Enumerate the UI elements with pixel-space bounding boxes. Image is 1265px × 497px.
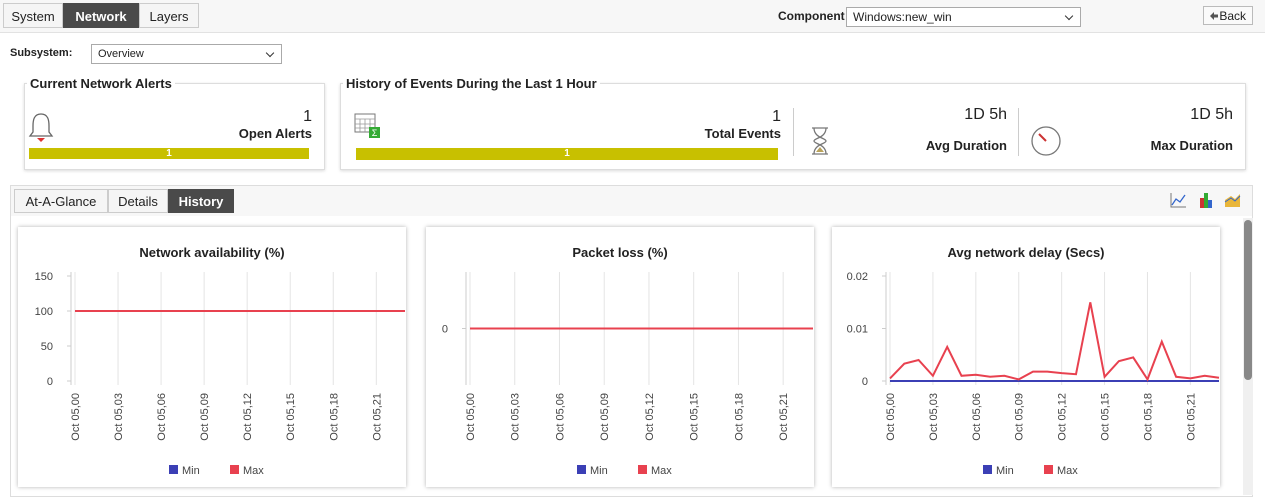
legend-label: Min <box>590 465 608 477</box>
x-tick-label: Oct 05,15 <box>1100 393 1112 441</box>
svg-text:Σ: Σ <box>372 128 378 138</box>
history-title: History of Events During the Last 1 Hour <box>343 76 600 91</box>
x-tick-label: Oct 05,09 <box>199 393 211 441</box>
chart-title: Avg network delay (Secs) <box>947 245 1104 260</box>
alerts-title: Current Network Alerts <box>27 76 175 91</box>
x-tick-label: Oct 05,09 <box>1014 393 1026 441</box>
back-icon <box>1210 12 1218 20</box>
alerts-box: Current Network Alerts 1 Open Alerts 1 <box>24 76 325 170</box>
max-duration-label: Max Duration <box>1150 138 1233 153</box>
x-tick-label: Oct 05,03 <box>928 393 940 441</box>
avg-duration-value: 1D 5h <box>964 106 1007 123</box>
legend-label: Max <box>651 465 672 477</box>
x-tick-label: Oct 05,21 <box>1185 393 1197 441</box>
x-tick-label: Oct 05,12 <box>644 393 656 441</box>
x-tick-label: Oct 05,15 <box>689 393 701 441</box>
y-tick-label: 0 <box>862 376 868 388</box>
chart-panel: Network availability (%) 0 50 100 150 Oct 05,… <box>18 227 406 487</box>
legend-swatch <box>577 465 586 474</box>
x-tick-label: Oct 05,00 <box>465 393 477 441</box>
x-tick-label: Oct 05,15 <box>285 393 297 441</box>
legend-swatch <box>983 465 992 474</box>
total-events-label: Total Events <box>704 126 781 141</box>
y-tick-label: 0.02 <box>847 271 868 283</box>
subsystem-label: Subsystem: <box>10 47 73 59</box>
chart-title: Network availability (%) <box>139 245 284 260</box>
x-tick-label: Oct 05,03 <box>510 393 522 441</box>
y-tick-label: 150 <box>35 271 53 283</box>
y-tick-label: 0 <box>442 324 448 336</box>
chart-tools <box>1170 193 1241 208</box>
tab[interactable]: System <box>3 3 63 28</box>
x-tick-label: Oct 05,09 <box>599 393 611 441</box>
x-tick-label: Oct 05,00 <box>885 393 897 441</box>
max-duration-value: 1D 5h <box>1190 106 1233 123</box>
x-tick-label: Oct 05,06 <box>554 393 566 441</box>
view-tab-active[interactable]: History <box>168 189 234 213</box>
bar-chart-icon[interactable] <box>1200 193 1212 208</box>
divider <box>1018 108 1019 156</box>
series-line <box>889 302 1220 382</box>
view-tab[interactable]: Details <box>108 189 168 213</box>
x-tick-label: Oct 05,03 <box>113 393 125 441</box>
scrollbar-thumb[interactable] <box>1244 220 1252 380</box>
chart: Avg network delay (Secs) 0 0.01 0.02 Oct 05,… <box>847 245 1220 477</box>
chart-title: Packet loss (%) <box>572 245 667 260</box>
legend-swatch <box>1044 465 1053 474</box>
line-chart-icon[interactable] <box>1170 193 1186 208</box>
y-tick-label: 50 <box>41 341 53 353</box>
subsystem-select[interactable]: Overview <box>91 44 282 64</box>
history-box: History of Events During the Last 1 Hour… <box>340 76 1246 170</box>
view-tab[interactable]: At-A-Glance <box>14 189 108 213</box>
component-select[interactable]: Windows:new_win <box>846 7 1081 27</box>
legend-swatch <box>169 465 178 474</box>
tab-active[interactable]: Network <box>63 3 139 28</box>
chart-panel: Avg network delay (Secs) 0 0.01 0.02 Oct 05,… <box>832 227 1220 487</box>
total-events-count: 1 <box>772 108 781 125</box>
divider <box>793 108 794 156</box>
bell-icon <box>28 113 54 142</box>
x-tick-label: Oct 05,12 <box>1057 393 1069 441</box>
chart-panel: Packet loss (%) 0 Oct 05,00 Oct 05,03 Oct 05… <box>426 227 814 487</box>
open-alerts-count: 1 <box>303 108 312 125</box>
y-tick-label: 100 <box>35 306 53 318</box>
alerts-bar: 1 <box>29 148 309 159</box>
legend-label: Max <box>243 465 264 477</box>
timer-icon <box>1031 126 1061 156</box>
tab[interactable]: Layers <box>139 3 199 28</box>
legend-label: Max <box>1057 465 1078 477</box>
hourglass-icon <box>812 127 828 155</box>
open-alerts-label: Open Alerts <box>238 126 312 141</box>
chart: Network availability (%) 0 50 100 150 Oct 05,… <box>35 245 405 477</box>
calendar-icon: Σ <box>354 113 380 138</box>
component-label: Component <box>778 9 845 23</box>
legend-swatch <box>230 465 239 474</box>
events-bar: 1 <box>356 148 778 160</box>
y-tick-label: 0.01 <box>847 324 868 336</box>
area-chart-icon[interactable] <box>1224 194 1241 207</box>
x-tick-label: Oct 05,06 <box>971 393 983 441</box>
x-tick-label: Oct 05,18 <box>733 393 745 441</box>
legend-label: Min <box>182 465 200 477</box>
x-tick-label: Oct 05,21 <box>371 393 383 441</box>
x-tick-label: Oct 05,06 <box>156 393 168 441</box>
x-tick-label: Oct 05,00 <box>70 393 82 441</box>
x-tick-label: Oct 05,21 <box>778 393 790 441</box>
back-button[interactable]: Back <box>1203 6 1253 25</box>
avg-duration-label: Avg Duration <box>925 138 1007 153</box>
x-tick-label: Oct 05,18 <box>328 393 340 441</box>
x-tick-label: Oct 05,18 <box>1142 393 1154 441</box>
y-tick-label: 0 <box>47 376 53 388</box>
x-tick-label: Oct 05,12 <box>242 393 254 441</box>
chart: Packet loss (%) 0 Oct 05,00 Oct 05,03 Oct 05… <box>442 245 813 477</box>
legend-label: Min <box>996 465 1014 477</box>
legend-swatch <box>638 465 647 474</box>
